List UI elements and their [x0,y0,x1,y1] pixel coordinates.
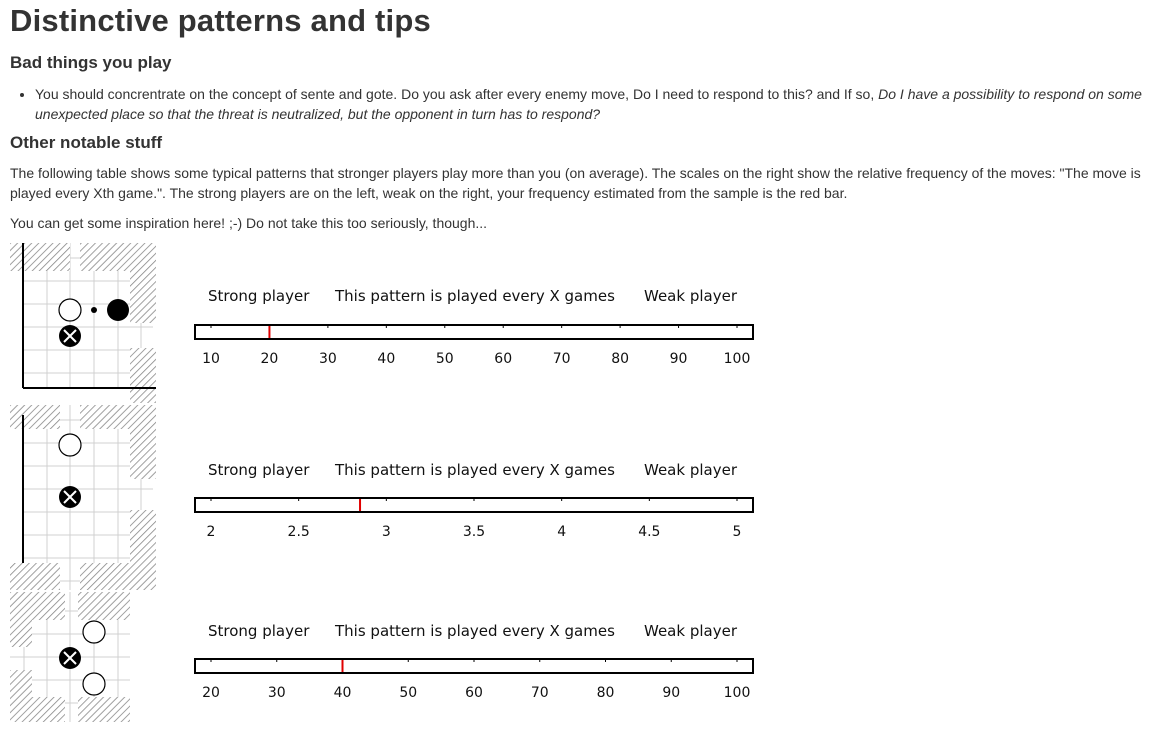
scale-tick-label: 20 [261,351,279,367]
hatched-region [32,697,65,722]
go-board-diagram [10,405,156,590]
scale-tick-label: 70 [553,351,571,367]
scale-tick-label: 3.5 [463,524,485,540]
hatched-region [130,429,156,479]
pattern-row: Strong player This pattern is played eve… [0,243,800,403]
black-stone-marked [59,647,81,669]
scale-tick-label: 3 [382,524,391,540]
scale-tick-label: 90 [662,685,680,701]
strong-player-label: Strong player [208,461,310,479]
page-title: Distinctive patterns and tips [10,3,431,38]
scale-tick-label: 10 [202,351,220,367]
strong-player-label: Strong player [208,622,310,640]
weak-player-label: Weak player [644,622,738,640]
hatched-region [80,563,156,590]
black-stone-marked [59,486,81,508]
scale-tick-label: 30 [319,351,337,367]
hatched-region [10,243,70,271]
scale-caption: This pattern is played every X games [334,622,615,640]
white-stone [82,672,106,696]
list-item-text: You should concrentrate on the concept o… [35,86,879,102]
white-stone [82,620,106,644]
description-paragraph: The following table shows some typical p… [10,165,1141,201]
frequency-scale: Strong player This pattern is played eve… [194,622,754,701]
scale-tick-label: 30 [268,685,286,701]
hatched-region [80,405,156,429]
hatched-region [78,697,130,722]
bad-things-list: You should concrentrate on the concept o… [10,84,1154,124]
scale-tick-label: 90 [670,351,688,367]
scale-tick-label: 5 [733,524,742,540]
hatched-region [80,243,156,271]
strong-player-label: Strong player [208,287,310,305]
scale-bar [194,324,754,340]
scale-tick-label: 80 [597,685,615,701]
scale-tick-label: 60 [465,685,483,701]
list-item-emphasis: Do I have a possibility to respond on so… [35,86,1142,122]
scale-tick-label: 40 [377,351,395,367]
white-stone [58,433,82,457]
frequency-scale: Strong player This pattern is played eve… [194,287,754,367]
scale-tick-label: 80 [611,351,629,367]
pattern-row: Strong player This pattern is played eve… [0,405,800,590]
hatched-region [78,592,130,620]
weak-player-label: Weak player [644,461,738,479]
go-board-diagram [10,592,130,722]
scale-tick-label: 2 [207,524,216,540]
hatched-region [10,405,60,429]
frequency-scale: Strong player This pattern is played eve… [194,461,754,540]
hatched-region [10,592,65,620]
scale-tick-label: 100 [724,351,751,367]
scale-tick-label: 20 [202,685,220,701]
scale-caption: This pattern is played every X games [334,461,615,479]
go-board-diagram [10,243,156,403]
black-stone-marked [59,325,81,347]
marker-dot [91,307,97,313]
scale-tick-label: 4.5 [638,524,660,540]
scale-tick-label: 4 [557,524,566,540]
other-stuff-heading: Other notable stuff [10,133,163,152]
hatched-region [130,348,156,403]
hatched-region [10,620,32,647]
inspiration-paragraph: You can get some inspiration here! ;-) D… [10,215,488,231]
hatched-region [10,670,32,722]
scale-tick-label: 2.5 [288,524,310,540]
hatched-region [10,563,60,590]
scale-caption: This pattern is played every X games [334,287,615,305]
scale-tick-label: 50 [399,685,417,701]
pattern-row: Strong player This pattern is played eve… [0,592,800,727]
black-stone [107,299,129,321]
scale-tick-label: 70 [531,685,549,701]
white-stone [58,298,82,322]
list-item: You should concrentrate on the concept o… [35,84,1154,124]
scale-tick-label: 60 [494,351,512,367]
scale-tick-label: 40 [334,685,352,701]
scale-tick-label: 100 [724,685,751,701]
weak-player-label: Weak player [644,287,738,305]
hatched-region [130,271,156,323]
bad-things-heading: Bad things you play [10,53,172,72]
scale-tick-label: 50 [436,351,454,367]
